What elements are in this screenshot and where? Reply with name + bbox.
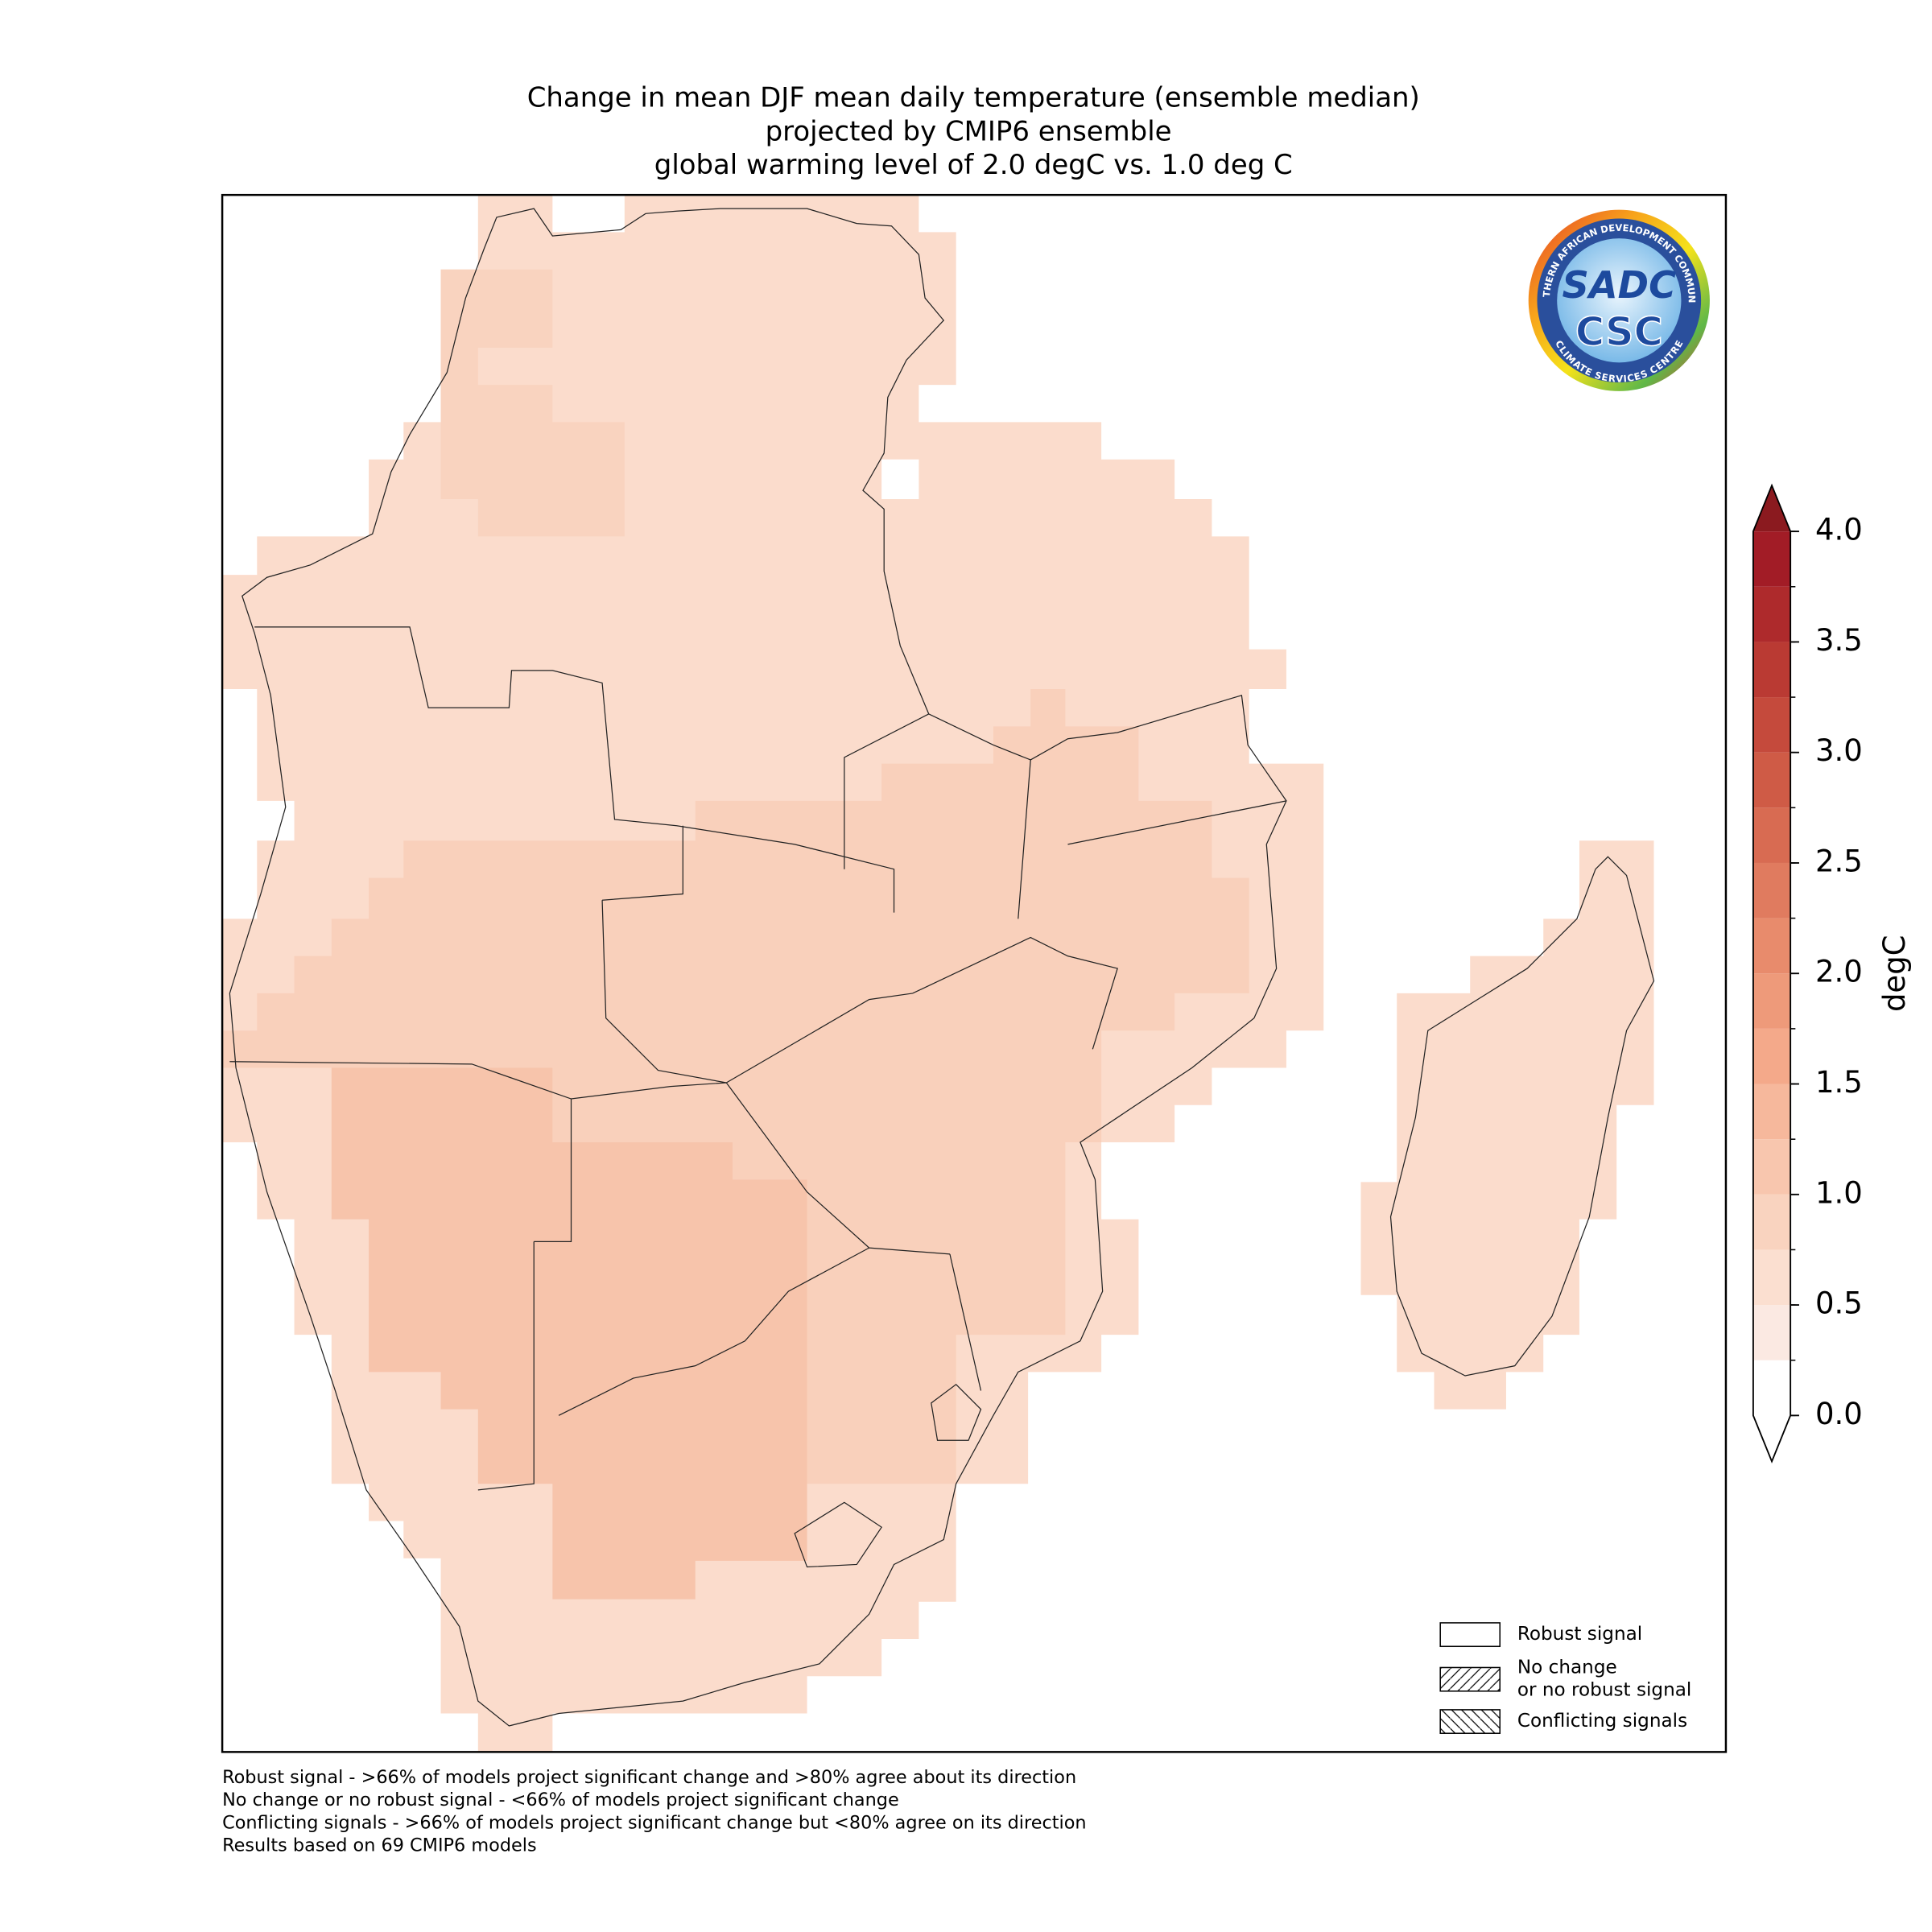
colorbar-tick-label: 3.5 (1815, 623, 1863, 658)
footnote: Robust signal - >66% of models project s… (222, 1767, 1076, 1788)
colorbar-band (1752, 1249, 1791, 1306)
map-region (440, 269, 625, 537)
legend-label: No change (1517, 1657, 1617, 1678)
footnote: Conflicting signals - >66% of models pro… (222, 1812, 1087, 1833)
footnote: Results based on 69 CMIP6 models (222, 1835, 537, 1856)
colorbar-tick-label: 3.0 (1815, 733, 1863, 768)
coastline (229, 208, 1287, 1727)
logo-bottom: CSC (1575, 308, 1663, 355)
colorbar-under (1752, 1415, 1791, 1462)
footnote: No change or no robust signal - <66% of … (222, 1790, 899, 1810)
colorbar-band (1752, 752, 1791, 808)
colorbar-band (1752, 642, 1791, 698)
logo-top: SADC (1563, 263, 1677, 307)
title-line: projected by CMIP6 ensemble (766, 116, 1172, 147)
colorbar-band (1752, 1360, 1791, 1416)
map-region (1360, 840, 1654, 1410)
colorbar-tick-label: 1.5 (1815, 1065, 1863, 1100)
legend-label: Conflicting signals (1517, 1711, 1687, 1732)
colorbar-band (1752, 1194, 1791, 1250)
colorbar-band (1752, 918, 1791, 974)
colorbar-band (1752, 1084, 1791, 1140)
colorbar-band (1752, 1028, 1791, 1084)
map-region (222, 689, 1249, 1484)
coastline (1389, 856, 1655, 1377)
colorbar-band (1752, 862, 1791, 919)
colorbar-tick-label: 2.0 (1815, 955, 1863, 989)
colorbar-tick-label: 1.0 (1815, 1175, 1863, 1210)
colorbar-band (1752, 697, 1791, 753)
colorbar-band (1752, 1305, 1791, 1360)
map-region (331, 1067, 807, 1600)
map-gap (552, 195, 625, 233)
colorbar-label: degC (1877, 935, 1912, 1012)
colorbar: 0.0 0.5 1.0 1.5 2.0 2.5 3.0 3.5 4.0 (1752, 483, 1863, 1463)
footnotes: Robust signal - >66% of models project s… (222, 1767, 1087, 1856)
colorbar-band (1752, 973, 1791, 1029)
legend-swatch (1439, 1622, 1501, 1648)
map-frame (221, 193, 1728, 1753)
colorbar-tick-label: 0.0 (1815, 1397, 1863, 1431)
colorbar-band (1752, 807, 1791, 863)
legend-swatch (1439, 1709, 1501, 1734)
legend-swatch (1439, 1666, 1501, 1692)
title-line: global warming level of 2.0 degC vs. 1.0… (654, 150, 1293, 181)
colorbar-tick-label: 0.5 (1815, 1286, 1863, 1321)
legend-label: Robust signal (1517, 1624, 1642, 1645)
logo-inner (1557, 238, 1682, 363)
colorbar-tick-label: 2.5 (1815, 844, 1863, 878)
colorbar-band (1752, 531, 1791, 587)
colorbar-band (1752, 1139, 1791, 1195)
colorbar-band (1752, 586, 1791, 642)
legend-label: or no robust signal (1517, 1680, 1692, 1701)
map-gap (881, 459, 919, 500)
map (222, 195, 1655, 1752)
colorbar-tick-label: 4.0 (1815, 513, 1863, 547)
country-border (229, 626, 1287, 1568)
title-line: Change in mean DJF mean daily temperatur… (527, 83, 1420, 114)
colorbar-over (1752, 485, 1791, 532)
